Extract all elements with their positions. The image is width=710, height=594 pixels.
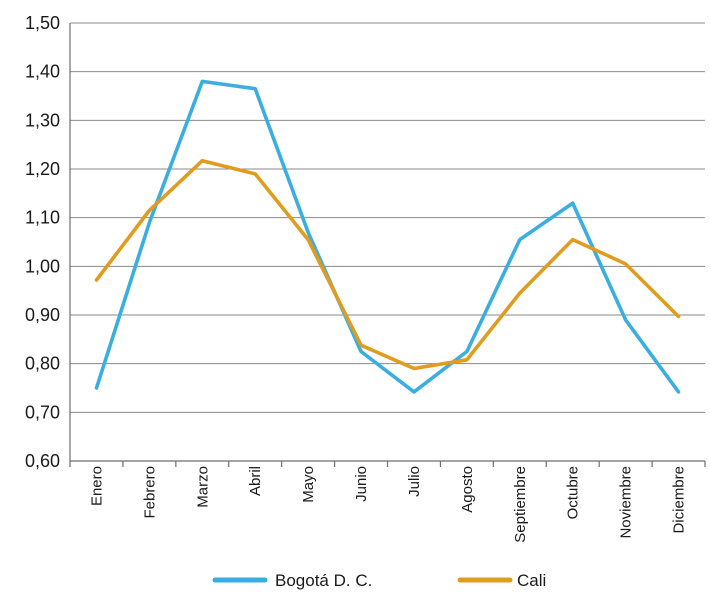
legend-label: Bogotá D. C.	[275, 571, 372, 590]
y-tick-label: 0,60	[25, 451, 60, 471]
y-tick-label: 1,30	[25, 110, 60, 130]
x-tick-label: Junio	[353, 466, 370, 502]
y-tick-label: 1,20	[25, 159, 60, 179]
y-tick-label: 0,80	[25, 354, 60, 374]
x-tick-label: Marzo	[194, 466, 211, 508]
series-line-cali	[94, 158, 681, 371]
y-tick-label: 1,40	[25, 62, 60, 82]
x-tick-label: Diciembre	[671, 466, 688, 534]
y-tick-label: 0,70	[25, 402, 60, 422]
x-tick-label: Agosto	[459, 466, 476, 513]
x-tick-label: Noviembre	[618, 466, 635, 539]
x-tick-label: Julio	[406, 466, 423, 497]
x-axis: Enero Febrero Marzo Abril Mayo Junio Julio Agos…	[69, 460, 706, 543]
series-line-bogota	[94, 79, 681, 394]
x-tick-label: Febrero	[141, 466, 158, 519]
gridlines	[70, 22, 705, 413]
series-lines	[94, 79, 681, 394]
x-tick-label: Septiembre	[512, 466, 529, 543]
y-tick-label: 1,00	[25, 256, 60, 276]
y-tick-label: 1,50	[25, 13, 60, 33]
legend-label: Cali	[517, 571, 546, 590]
y-tick-label: 0,90	[25, 305, 60, 325]
y-axis: 0,60 0,70 0,80 0,90 1,00 1,10 1,20 1,30 1,40 1,50	[25, 13, 71, 471]
x-tick-label: Mayo	[300, 466, 317, 503]
x-tick-label: Abril	[247, 466, 264, 496]
x-tick-label: Octubre	[565, 466, 582, 519]
legend: Bogotá D. C. Cali	[212, 571, 546, 590]
x-tick-label: Enero	[88, 466, 105, 506]
y-tick-label: 1,10	[25, 208, 60, 228]
